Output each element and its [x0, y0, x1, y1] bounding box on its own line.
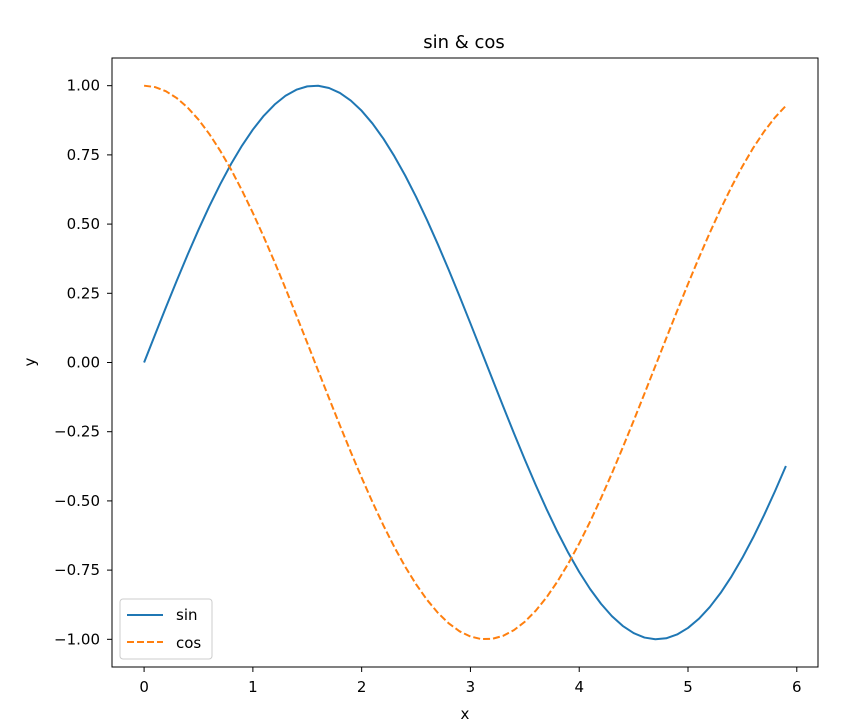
x-tick-label: 4 [574, 678, 584, 696]
y-tick-label: −0.25 [54, 423, 100, 441]
y-tick-label: 0.00 [67, 354, 100, 372]
y-tick-label: −1.00 [54, 630, 100, 648]
legend-label-sin: sin [176, 606, 198, 624]
y-tick-label: 1.00 [67, 77, 100, 95]
series-line-cos [143, 84, 787, 641]
y-axis: −1.00 −0.75 −0.50 −0.25 0.00 0.25 0.50 0.75 1.00 [54, 77, 112, 648]
x-tick-label: 3 [466, 678, 476, 696]
legend-label-cos: cos [176, 634, 201, 652]
plot-area [143, 84, 787, 641]
y-axis-label: y [21, 357, 39, 366]
y-tick-label: −0.75 [54, 561, 100, 579]
series-line-sin [143, 84, 787, 641]
y-tick-label: 0.75 [67, 146, 100, 164]
x-axis: 0 1 2 3 4 5 6 [139, 667, 802, 696]
x-tick-label: 6 [792, 678, 802, 696]
x-axis-label: x [461, 705, 470, 723]
legend: sin cos [119, 598, 213, 660]
x-tick-label: 0 [139, 678, 149, 696]
y-tick-label: 0.50 [67, 215, 100, 233]
y-tick-label: −0.50 [54, 492, 100, 510]
x-tick-label: 1 [248, 678, 258, 696]
chart-title: sin & cos [423, 32, 505, 53]
x-tick-label: 2 [357, 678, 367, 696]
x-tick-label: 5 [683, 678, 693, 696]
y-tick-label: 0.25 [67, 284, 100, 302]
